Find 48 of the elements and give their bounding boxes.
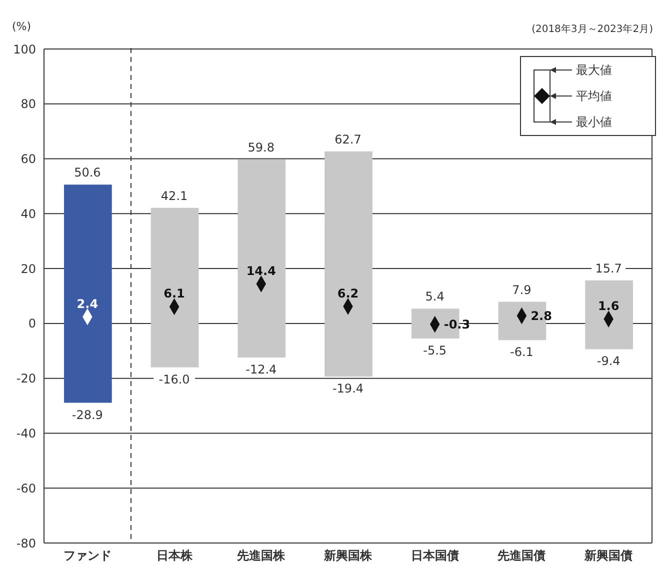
annotation: 5.4 <box>425 290 444 304</box>
x-tick-label: 新興国債 <box>584 548 633 563</box>
data-label: 6.1 <box>164 286 185 301</box>
bar <box>238 159 286 358</box>
annotation: 15.7 <box>595 261 622 276</box>
bar <box>150 208 199 368</box>
annotation: -28.9 <box>72 408 103 422</box>
y-tick-label: 0 <box>28 316 36 331</box>
y-tick-label: 80 <box>20 97 36 112</box>
data-label: -0.3 <box>444 318 470 332</box>
annotation: 42.1 <box>160 188 188 203</box>
annotation: 最小値 <box>576 115 612 129</box>
annotation: 59.8 <box>248 140 274 154</box>
x-tick-label: 先進国債 <box>496 548 546 563</box>
annotation: -6.1 <box>510 345 534 360</box>
y-tick-label: 20 <box>20 262 36 276</box>
y-tick-label: -80 <box>16 536 36 550</box>
y-axis-title: (%) <box>12 20 32 33</box>
data-label: 2.8 <box>530 309 552 324</box>
annotation: 7.9 <box>512 282 532 297</box>
annotation: -16.0 <box>158 372 190 386</box>
bar <box>64 184 112 403</box>
annotation: -5.5 <box>423 344 447 358</box>
y-tick-label: 40 <box>20 206 36 221</box>
y-tick-label: -20 <box>16 372 36 386</box>
annotation: 50.6 <box>74 166 101 180</box>
annotation: 最大値 <box>576 63 612 77</box>
y-tick-label: 60 <box>20 152 36 166</box>
x-tick-label: 新興国株 <box>323 548 373 563</box>
y-tick-label: 100 <box>13 42 36 56</box>
annotation: 62.7 <box>334 132 362 146</box>
annotation: -12.4 <box>246 362 277 376</box>
x-tick-label: 先進国株 <box>236 548 286 563</box>
annotation: 平均値 <box>576 89 612 103</box>
y-tick-label: -40 <box>16 426 36 440</box>
y-tick-label: -60 <box>16 481 36 496</box>
text: (2018年3月～2023年2月) <box>532 23 653 36</box>
bar <box>324 151 372 377</box>
data-label: 6.2 <box>337 286 359 300</box>
x-tick-label: 日本国債 <box>410 548 459 563</box>
x-tick-label: 日本株 <box>156 548 194 563</box>
annotation: -19.4 <box>332 382 364 396</box>
x-tick-label: ファンド <box>63 548 112 563</box>
data-label: 2.4 <box>76 296 98 311</box>
data-label: 14.4 <box>246 264 276 278</box>
bar <box>585 280 633 350</box>
data-label: 1.6 <box>598 299 620 314</box>
annotation: -9.4 <box>596 354 620 368</box>
